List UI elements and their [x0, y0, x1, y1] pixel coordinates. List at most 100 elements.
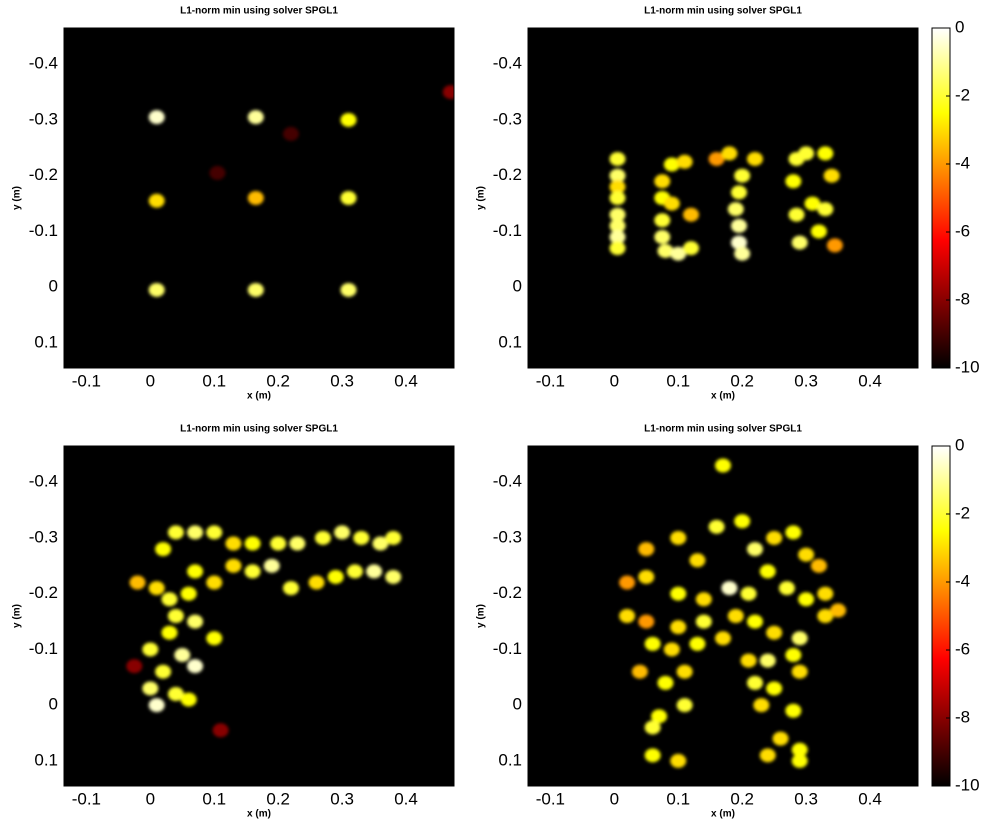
- heat-cell: [689, 553, 706, 568]
- heat-cell: [167, 609, 184, 623]
- y-axis-label: y (m): [12, 604, 23, 628]
- heat-cell: [187, 525, 204, 540]
- y-tick-label: -0.4: [493, 472, 522, 491]
- heat-cell: [385, 530, 402, 545]
- heat-cell: [683, 207, 700, 222]
- heat-cell: [644, 720, 661, 735]
- heat-cell: [385, 569, 402, 584]
- y-tick-label: -0.3: [29, 527, 58, 546]
- heat-cell: [651, 709, 668, 724]
- heat-cell: [314, 530, 331, 545]
- x-tick-label: 0.1: [666, 789, 690, 808]
- heat-cell: [721, 581, 738, 596]
- heat-cell: [810, 224, 827, 239]
- x-tick-label: 0.2: [266, 371, 290, 390]
- heat-cell: [187, 564, 204, 579]
- heat-cell: [791, 742, 808, 757]
- plot-frame: [527, 445, 919, 787]
- heat-cell: [663, 157, 680, 172]
- heat-cell: [695, 614, 712, 629]
- heat-cell: [817, 202, 834, 217]
- heat-cell: [766, 530, 783, 545]
- heat-cell: [334, 525, 351, 540]
- colorbar-tick-label: -4: [955, 153, 970, 172]
- heat-cell: [161, 592, 178, 607]
- heat-cell: [619, 609, 636, 623]
- y-axis-label: y (m): [12, 186, 23, 210]
- y-tick-label: -0.3: [493, 109, 522, 128]
- heat-cell: [730, 235, 747, 250]
- heat-cell: [740, 586, 757, 601]
- chart-title: L1-norm min using solver SPGL1: [180, 424, 338, 435]
- heat-cell: [791, 664, 808, 679]
- plot-frame: [63, 445, 455, 787]
- heat-cell: [657, 243, 674, 258]
- heat-cell: [676, 664, 693, 679]
- heat-cell: [167, 687, 184, 702]
- heat-cell: [791, 631, 808, 646]
- heat-cell: [683, 241, 700, 256]
- y-tick-label: 0: [513, 277, 522, 296]
- heatmap-cells: [126, 525, 402, 738]
- heat-cell: [695, 592, 712, 607]
- heat-cell: [804, 196, 821, 211]
- heat-cell: [180, 692, 197, 707]
- x-axis-label: x (m): [247, 809, 271, 820]
- heat-cell: [670, 246, 687, 261]
- heat-cell: [209, 165, 226, 180]
- heat-cell: [830, 603, 847, 618]
- x-tick-label: 0: [610, 371, 619, 390]
- heat-cell: [785, 174, 802, 189]
- colorbar-tick-label: -10: [955, 357, 980, 376]
- heat-cell: [663, 196, 680, 211]
- x-tick-label: 0.1: [666, 371, 690, 390]
- heat-cell: [148, 110, 165, 125]
- heat-cell: [727, 609, 744, 623]
- heat-cell: [225, 536, 242, 551]
- heat-cell: [753, 698, 770, 713]
- heatmap-cells: [619, 458, 847, 768]
- heat-cell: [817, 146, 834, 161]
- heat-cell: [817, 586, 834, 601]
- heat-cell: [206, 631, 223, 646]
- y-tick-label: 0.1: [498, 750, 522, 769]
- y-tick-label: -0.4: [29, 472, 58, 491]
- y-tick-label: 0.1: [498, 332, 522, 351]
- heat-cell: [609, 191, 626, 205]
- heat-cell: [282, 126, 299, 141]
- heat-cell: [785, 525, 802, 540]
- colorbar-tick-label: -4: [955, 571, 970, 590]
- y-tick-label: -0.1: [493, 221, 522, 240]
- heat-cell: [161, 625, 178, 640]
- y-tick-label: -0.4: [493, 54, 522, 73]
- x-tick-label: 0: [146, 789, 155, 808]
- heat-cell: [247, 110, 264, 125]
- plot-frame: [527, 27, 919, 369]
- y-tick-label: 0: [49, 695, 58, 714]
- x-tick-label: 0.4: [858, 789, 882, 808]
- y-tick-label: -0.1: [29, 221, 58, 240]
- y-tick-label: -0.3: [493, 527, 522, 546]
- heat-cell: [746, 614, 763, 629]
- heat-cell: [609, 179, 626, 194]
- heatmap-cells: [148, 85, 454, 297]
- heat-cell: [340, 112, 357, 127]
- heat-cell: [654, 213, 671, 228]
- heat-cell: [346, 564, 363, 579]
- heat-cell: [826, 238, 843, 253]
- x-tick-label: -0.1: [72, 371, 101, 390]
- plot-frame: [63, 27, 455, 369]
- heat-cell: [817, 609, 834, 623]
- colorbar-tick-label: -8: [955, 707, 970, 726]
- heat-cell: [676, 154, 693, 169]
- heat-cell: [810, 558, 827, 573]
- heat-cell: [247, 282, 264, 297]
- heat-cell: [142, 681, 159, 696]
- y-tick-label: 0.1: [34, 332, 58, 351]
- heat-cell: [730, 185, 747, 200]
- heat-cell: [129, 575, 146, 590]
- x-tick-label: 0.3: [330, 371, 354, 390]
- heat-cell: [759, 564, 776, 579]
- chart-title: L1-norm min using solver SPGL1: [180, 6, 338, 17]
- x-tick-label: 0.2: [730, 371, 754, 390]
